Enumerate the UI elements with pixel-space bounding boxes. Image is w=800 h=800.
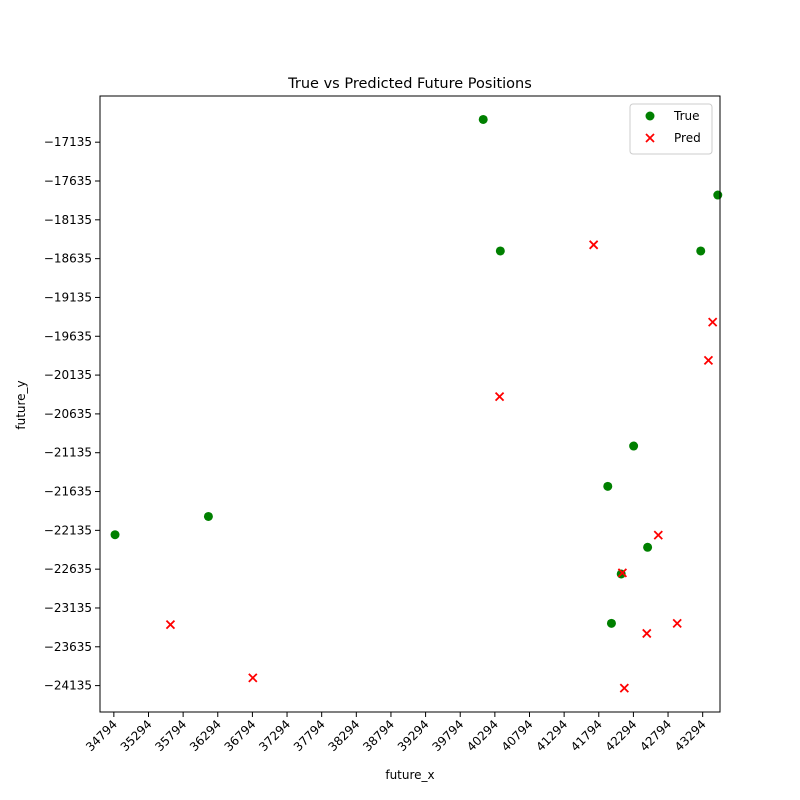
pred-point	[248, 673, 258, 683]
chart-title: True vs Predicted Future Positions	[287, 76, 532, 92]
y-tick-label: −22635	[44, 562, 92, 576]
y-tick-label: −21635	[44, 485, 92, 499]
pred-point	[703, 355, 714, 366]
true-point	[606, 618, 616, 628]
true-point	[713, 190, 723, 200]
true-point	[495, 246, 505, 256]
legend-true-marker	[645, 111, 655, 121]
y-tick-label: −18635	[44, 252, 92, 266]
true-point	[203, 511, 213, 521]
y-axis: −17135 −17635 −18135 −18635 −19135 −19635 −201…	[44, 135, 100, 693]
y-tick-label: −23635	[44, 640, 92, 654]
true-point	[478, 114, 488, 124]
x-axis-label: future_x	[385, 768, 434, 782]
true-point	[643, 542, 653, 552]
pred-point	[494, 392, 505, 402]
legend-box	[629, 103, 713, 155]
pred-point	[653, 530, 663, 540]
pred-point	[617, 568, 628, 578]
true-point	[603, 481, 613, 491]
y-tick-label: −20135	[44, 368, 92, 382]
pred-point	[672, 618, 682, 628]
y-tick-label: −17135	[44, 135, 92, 149]
pred-point	[708, 317, 718, 327]
legend-label: Pred	[674, 131, 701, 145]
plot-frame	[99, 95, 721, 713]
y-tick-label: −20635	[44, 407, 92, 421]
y-tick-label: −21135	[44, 446, 92, 460]
y-axis-label: future_y	[14, 380, 28, 429]
legend-pred-marker	[645, 133, 655, 143]
y-tick-label: −24135	[44, 679, 92, 693]
y-tick-label: −22135	[44, 523, 92, 537]
data-points	[110, 114, 723, 693]
true-point	[696, 246, 706, 256]
y-tick-label: −19135	[44, 290, 92, 304]
y-tick-label: −17635	[44, 174, 92, 188]
y-tick-label: −19635	[44, 329, 92, 343]
true-point	[629, 441, 639, 451]
pred-point	[642, 628, 652, 639]
y-tick-label: −18135	[44, 213, 92, 227]
y-tick-label: −23135	[44, 601, 92, 615]
pred-point	[619, 683, 629, 693]
legend: True Pred	[629, 103, 713, 155]
true-point	[110, 530, 120, 540]
pred-point	[165, 620, 176, 630]
legend-label: True	[673, 109, 700, 123]
pred-point	[589, 240, 599, 250]
